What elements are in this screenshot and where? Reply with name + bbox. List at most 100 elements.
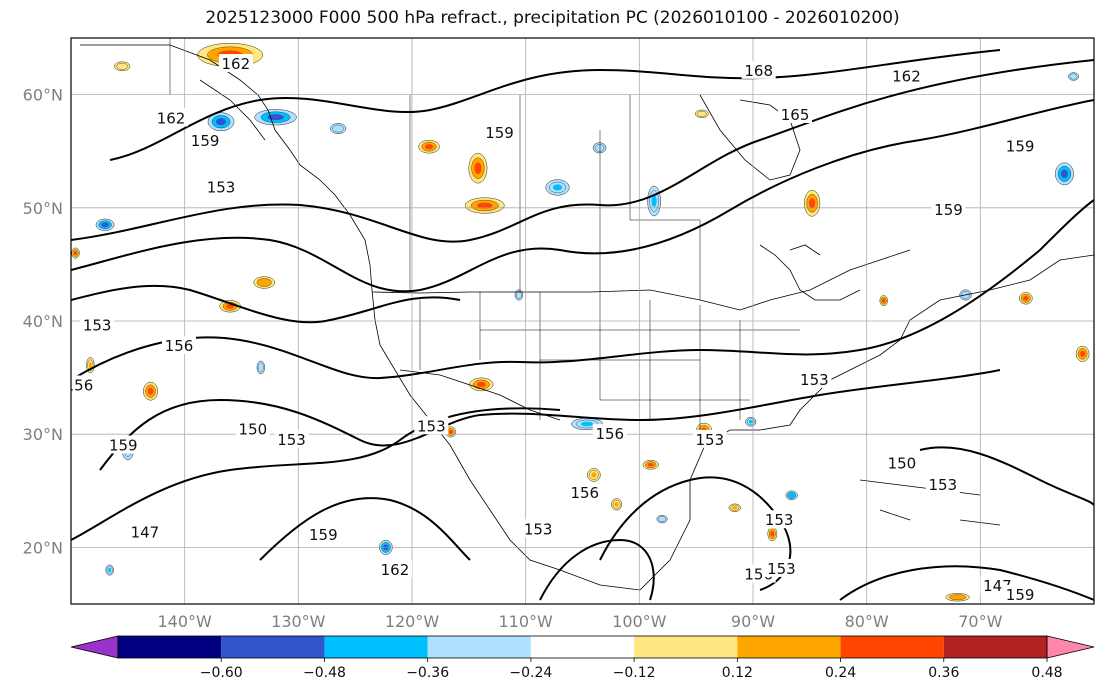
- contour-line: [71, 407, 561, 541]
- contour-label: 159: [1006, 138, 1035, 156]
- lon-tick-label: 130°W: [271, 612, 326, 631]
- precip-patch: [256, 360, 265, 375]
- contour-label-bg: [1003, 584, 1038, 603]
- colorbar-segment: [943, 636, 1047, 658]
- contour-label-bg: [274, 429, 309, 448]
- lat-tick-label: 50°N: [23, 199, 63, 218]
- colorbar-tick-label: −0.24: [509, 665, 552, 681]
- contour-label-bg: [889, 66, 924, 85]
- contour-line: [99, 369, 1001, 471]
- precip-patch: [143, 381, 158, 401]
- lat-tick-label: 60°N: [23, 86, 63, 105]
- contour-label: 156: [570, 484, 599, 502]
- contour-label: 159: [1006, 586, 1035, 604]
- precip-patch: [804, 190, 821, 217]
- colorbar-tick-label: −0.36: [406, 665, 449, 681]
- contour-line: [71, 284, 461, 324]
- contour-line: [259, 497, 471, 561]
- canada-provinces: [169, 38, 701, 300]
- contour-label-bg: [106, 435, 141, 454]
- lon-tick-label: 120°W: [385, 612, 440, 631]
- lon-tick-label: 80°W: [845, 612, 889, 631]
- precip-patch: [114, 61, 131, 72]
- refractivity-contours: [71, 49, 1094, 601]
- precip-patch: [1019, 292, 1033, 305]
- precip-patch: [468, 153, 488, 184]
- contour-label-bg: [80, 315, 115, 334]
- alaska-coastline: [80, 44, 266, 141]
- precip-patch: [571, 417, 603, 431]
- precip-patch: [545, 179, 570, 196]
- lon-tick-label: 100°W: [612, 612, 667, 631]
- contour-labels: 162 168 162 162 159 165 159 159 153 159 153 156 156 1…: [65, 54, 1038, 604]
- contour-label: 159: [191, 132, 220, 150]
- precip-patch: [464, 197, 505, 214]
- contour-label-bg: [377, 560, 412, 579]
- colorbar-segment: [840, 636, 944, 658]
- lat-tick-label: 30°N: [23, 425, 63, 444]
- contour-label-bg: [762, 510, 797, 529]
- contour-label: 153: [767, 560, 796, 578]
- contour-label-bg: [521, 519, 556, 538]
- contour-label-bg: [567, 483, 602, 502]
- precip-patch: [695, 109, 709, 118]
- colorbar-extend-high: [1046, 635, 1095, 659]
- contour-label-bg: [414, 416, 449, 435]
- colorbar-extend-low: [70, 635, 119, 659]
- contour-line: [919, 446, 1094, 506]
- contour-label-bg: [306, 524, 341, 543]
- precipitation-layer: [71, 43, 1090, 602]
- contour-label: 159: [934, 201, 963, 219]
- precip-patch: [592, 142, 607, 154]
- contour-label: 156: [595, 425, 624, 443]
- contour-label-bg: [1003, 136, 1038, 155]
- lat-tick-label: 40°N: [23, 312, 63, 331]
- precip-patch: [253, 276, 275, 289]
- contour-line: [599, 476, 792, 591]
- precip-patch: [767, 526, 778, 542]
- contour-label-bg: [931, 200, 966, 219]
- contour-label-bg: [692, 429, 727, 448]
- precip-patch: [587, 468, 601, 482]
- lon-tick-label: 140°W: [157, 612, 212, 631]
- contour-label-bg: [71, 375, 96, 394]
- precip-patch: [71, 247, 80, 259]
- contour-label: 162: [157, 109, 186, 127]
- precip-patch: [1055, 162, 1074, 186]
- colorbar: −0.60 −0.48 −0.36 −0.24 −0.12 0.12 0.24 0.36 0.4…: [70, 635, 1095, 681]
- colorbar-tick-label: 0.48: [1031, 665, 1062, 681]
- contour-line: [71, 199, 1094, 381]
- colorbar-tick-label: −0.12: [613, 665, 656, 681]
- contour-label: 162: [381, 561, 410, 579]
- precip-patch: [207, 112, 235, 132]
- contour-line: [71, 99, 1094, 293]
- precip-patch: [656, 514, 668, 524]
- colorbar-tick-label: −0.48: [303, 665, 346, 681]
- lat-tick-label: 20°N: [23, 538, 63, 557]
- map-gridlines: [71, 38, 1094, 604]
- coastline-layer: [80, 38, 1094, 591]
- great-lakes: [759, 244, 861, 301]
- contour-label: 162: [221, 55, 250, 73]
- precip-patch: [105, 564, 114, 576]
- precip-patch: [418, 139, 440, 154]
- contour-label: 150: [239, 421, 268, 439]
- lon-tick-label: 90°W: [731, 612, 775, 631]
- contour-label: 156: [65, 377, 94, 395]
- colorbar-tick-label: 0.12: [722, 665, 753, 681]
- precip-patch: [642, 460, 659, 470]
- contour-label: 153: [695, 431, 724, 449]
- state-borders: [419, 292, 800, 430]
- hudson-bay-coastline: [699, 94, 801, 181]
- contour-label-bg: [797, 369, 832, 388]
- contour-label-bg: [764, 558, 799, 577]
- contour-label-bg: [188, 131, 223, 150]
- contour-label: 147: [131, 524, 160, 542]
- contour-label-bg: [778, 104, 813, 123]
- contour-label-bg: [235, 419, 270, 438]
- contour-label: 153: [800, 371, 829, 389]
- precip-patch: [945, 593, 970, 602]
- precip-patch: [514, 289, 523, 301]
- precip-patch: [728, 503, 741, 512]
- map-frame: [70, 37, 1095, 605]
